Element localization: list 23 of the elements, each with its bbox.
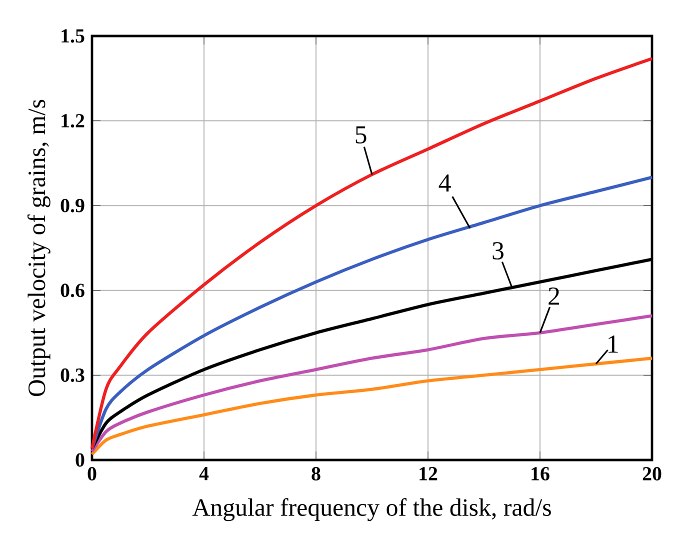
line-series — [90, 176, 654, 450]
annotation: 3 — [492, 242, 504, 260]
x-tick-label: 12 — [420, 467, 438, 480]
annotation: 2 — [548, 287, 560, 305]
annotation: 1 — [608, 336, 618, 353]
line-series — [90, 57, 654, 450]
x-tick-label: 20 — [642, 467, 662, 480]
annotation: 5 — [356, 126, 366, 144]
x-tick-label: 0 — [88, 467, 96, 480]
x-axis-title: Angular frequency of the disk, rad/s — [192, 498, 551, 522]
annotation: 4 — [438, 174, 451, 192]
y-tick-label: 1.2 — [62, 114, 84, 128]
y-tick-label: 0 — [76, 453, 84, 467]
line-series — [90, 356, 654, 456]
line-series — [90, 314, 654, 454]
x-tick-label: 16 — [532, 467, 550, 480]
x-tick-label: 4 — [199, 467, 209, 480]
y-tick-label: 0.3 — [60, 368, 84, 382]
y-tick-label: 0.6 — [60, 284, 84, 298]
y-tick-label: 1.5 — [62, 29, 84, 43]
y-axis-title: Output velocity of grains, m/s — [27, 100, 50, 396]
x-tick-label: 8 — [312, 467, 320, 480]
y-tick-label: 0.9 — [60, 198, 84, 212]
